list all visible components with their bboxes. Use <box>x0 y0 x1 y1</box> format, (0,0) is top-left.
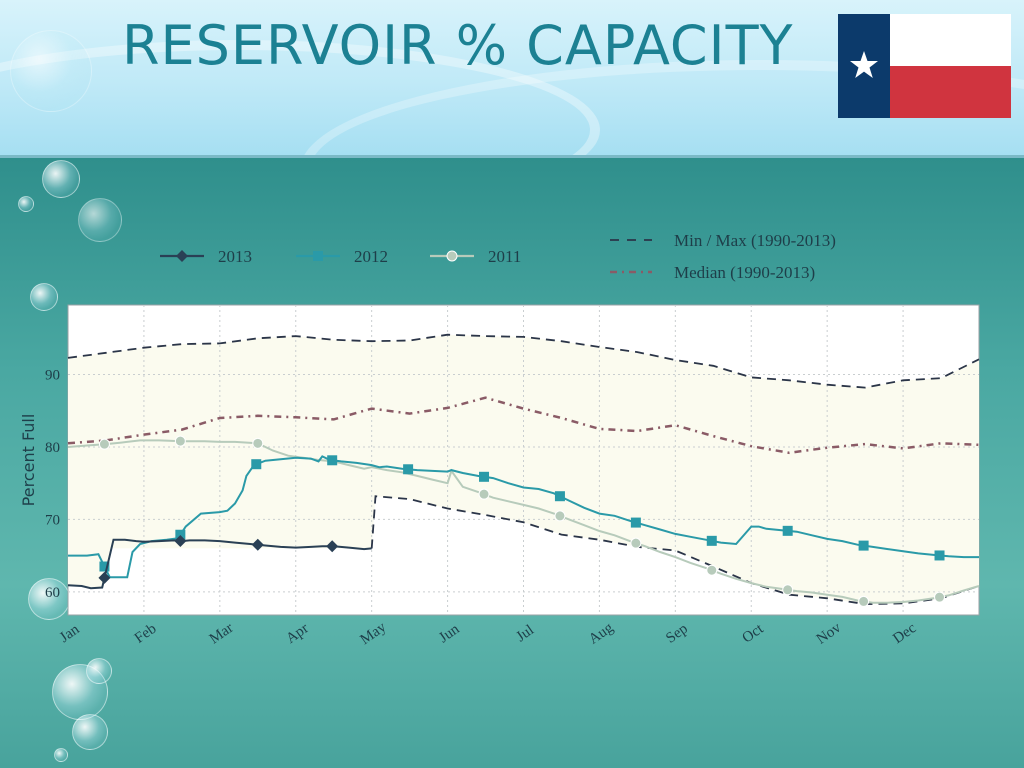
series-2012-marker <box>99 561 110 572</box>
series-2011-marker <box>174 435 186 447</box>
x-tick-label: Jun <box>436 621 463 646</box>
decor-bubble <box>30 283 58 311</box>
flag-red-stripe <box>890 66 1011 118</box>
series-2013-line <box>67 538 372 590</box>
decor-bubble <box>54 748 68 762</box>
x-tick-label: Jan <box>57 621 83 646</box>
x-tick-label: May <box>358 619 390 648</box>
series-2013-marker <box>174 534 187 547</box>
y-axis-label: Percent Full <box>19 414 38 507</box>
series-2012-marker <box>479 471 490 482</box>
series-2012-marker <box>554 491 565 502</box>
y-tick-label: 80 <box>45 440 60 456</box>
flag-white-stripe <box>890 14 1011 66</box>
min-line <box>370 495 980 606</box>
series-2013-marker <box>98 571 111 584</box>
series-2012-marker <box>706 535 717 546</box>
series-2012-line <box>68 455 979 579</box>
legend-marker-2012 <box>313 251 323 261</box>
series-2011-marker <box>706 564 718 576</box>
series-2011-marker <box>782 584 794 596</box>
slide-title: RESERVOIR % CAPACITY <box>122 14 794 77</box>
series-2012-marker <box>934 550 945 561</box>
legend-label-2013: 2013 <box>218 247 252 266</box>
max-line <box>67 333 980 389</box>
x-tick-label: Feb <box>132 621 160 647</box>
median-line <box>67 396 980 455</box>
series-2013-marker <box>251 538 264 551</box>
y-tick-label: 90 <box>45 368 60 384</box>
legend-label-minmax: Min / Max (1990-2013) <box>674 231 836 250</box>
series-2011-marker <box>98 438 110 450</box>
series-2011-marker <box>934 591 946 603</box>
y-tick-label: 60 <box>45 585 60 601</box>
legend-label-2012: 2012 <box>354 247 388 266</box>
series-2012-marker <box>251 459 262 470</box>
series-2012-marker <box>327 455 338 466</box>
series-2013-marker <box>326 540 339 553</box>
decor-bubble <box>18 196 34 212</box>
x-tick-label: Aug <box>586 619 617 647</box>
series-2011-marker <box>858 595 870 607</box>
legend-marker-2013 <box>176 250 188 262</box>
x-tick-label: Oct <box>739 620 767 646</box>
decor-bubble <box>42 160 80 198</box>
y-tick-label: 70 <box>45 512 60 528</box>
decor-bubble <box>72 714 108 750</box>
x-tick-label: Sep <box>663 621 691 647</box>
x-tick-label: Mar <box>207 620 237 647</box>
series-2011-marker <box>630 537 642 549</box>
series-2012-marker <box>403 464 414 475</box>
legend-marker-2011 <box>446 250 458 262</box>
series-2011-marker <box>252 437 264 449</box>
x-tick-label: Dec <box>890 620 919 647</box>
x-tick-label: Apr <box>283 620 311 646</box>
x-tick-label: Jul <box>513 622 537 645</box>
decor-bubble <box>78 198 122 242</box>
series-2011-marker <box>554 510 566 522</box>
header-bubble <box>10 30 92 112</box>
series-2011-marker <box>478 488 490 500</box>
series-2012-marker <box>858 540 869 551</box>
decor-bubble <box>28 578 70 620</box>
decor-bubble <box>86 658 112 684</box>
series-2012-marker <box>630 517 641 528</box>
legend-label-2011: 2011 <box>488 247 521 266</box>
legend-label-median: Median (1990-2013) <box>674 263 815 282</box>
x-tick-label: Nov <box>814 619 845 647</box>
series-2012-marker <box>175 529 186 540</box>
star-icon <box>850 51 878 78</box>
series-2012-marker <box>782 525 793 536</box>
texas-flag <box>838 14 1011 118</box>
slide-header: RESERVOIR % CAPACITY <box>0 0 1024 158</box>
